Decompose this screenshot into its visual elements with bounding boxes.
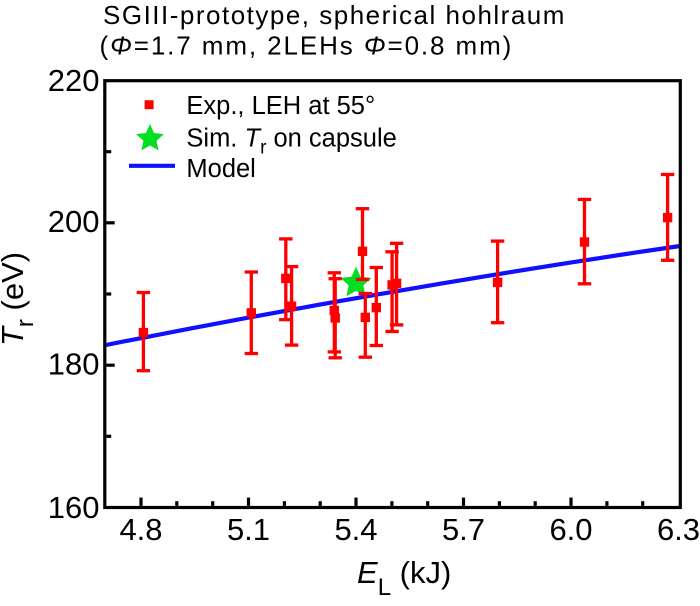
- svg-text:Model: Model: [186, 155, 255, 183]
- svg-text:220: 220: [48, 63, 100, 98]
- svg-text:6.3: 6.3: [657, 512, 700, 547]
- svg-text:180: 180: [48, 347, 100, 382]
- svg-text:160: 160: [48, 490, 100, 525]
- svg-text:5.4: 5.4: [334, 512, 377, 547]
- svg-text:Tr (eV): Tr (eV): [0, 252, 39, 346]
- svg-text:(Φ=1.7 mm, 2LEHs Φ=0.8 mm): (Φ=1.7 mm, 2LEHs Φ=0.8 mm): [100, 31, 514, 61]
- svg-text:EL (kJ): EL (kJ): [357, 555, 451, 601]
- svg-text:5.1: 5.1: [227, 512, 270, 547]
- svg-text:SGIII-prototype, spherical hoh: SGIII-prototype, spherical hohlraum: [103, 0, 566, 30]
- svg-text:6.0: 6.0: [549, 512, 592, 547]
- svg-text:5.7: 5.7: [442, 512, 485, 547]
- svg-text:Exp., LEH at 55°: Exp., LEH at 55°: [186, 92, 375, 120]
- svg-text:200: 200: [48, 204, 100, 239]
- svg-text:4.8: 4.8: [119, 512, 162, 547]
